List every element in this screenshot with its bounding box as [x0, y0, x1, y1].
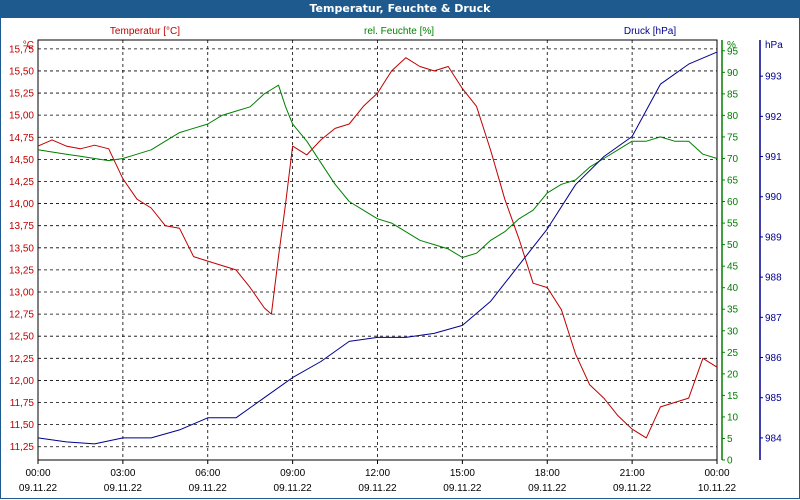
humidity-tick-label: 5	[727, 434, 733, 445]
x-tick-label-time: 00:00	[704, 468, 729, 479]
x-tick-label-date: 09.11.22	[189, 483, 228, 494]
temperature-tick-label: 13,50	[9, 243, 34, 254]
x-tick-label-date: 09.11.22	[274, 483, 313, 494]
x-tick-label-time: 12:00	[365, 468, 390, 479]
humidity-unit-label: %	[727, 40, 736, 51]
pressure-tick-label: 984	[765, 433, 782, 444]
temperature-tick-label: 14,25	[9, 177, 34, 188]
pressure-tick-label: 991	[765, 152, 782, 163]
x-tick-label-date: 09.11.22	[528, 483, 567, 494]
x-tick-label-date: 09.11.22	[358, 483, 397, 494]
pressure-tick-label: 985	[765, 393, 782, 404]
x-tick-label-date: 09.11.22	[613, 483, 652, 494]
humidity-tick-label: 60	[727, 197, 739, 208]
temperature-tick-label: 13,00	[9, 288, 34, 299]
x-tick-label-time: 06:00	[195, 468, 220, 479]
humidity-tick-label: 50	[727, 240, 739, 251]
humidity-tick-label: 55	[727, 219, 739, 230]
humidity-tick-label: 70	[727, 154, 739, 165]
x-tick-label-time: 03:00	[110, 468, 135, 479]
humidity-tick-label: 85	[727, 89, 739, 100]
temperature-tick-label: 15,25	[9, 89, 34, 100]
humidity-tick-label: 75	[727, 132, 739, 143]
humidity-axis-title: rel. Feuchte [%]	[364, 26, 434, 37]
x-tick-label-date: 09.11.22	[19, 483, 58, 494]
temperature-tick-label: 15,50	[9, 66, 34, 77]
series-line-pressure	[37, 51, 718, 445]
x-tick-label-date: 09.11.22	[443, 483, 482, 494]
temperature-axis-title: Temperatur [°C]	[110, 26, 180, 37]
humidity-tick-label: 45	[727, 262, 739, 273]
x-tick-label-date: 09.11.22	[104, 483, 143, 494]
humidity-tick-label: 15	[727, 391, 739, 402]
temperature-tick-label: 12,00	[9, 376, 34, 387]
temperature-tick-label: 13,75	[9, 221, 34, 232]
pressure-tick-label: 989	[765, 232, 782, 243]
temperature-tick-label: 13,25	[9, 265, 34, 276]
humidity-tick-label: 30	[727, 326, 739, 337]
temperature-tick-label: 11,50	[10, 420, 35, 431]
temperature-tick-label: 15,75	[9, 44, 34, 55]
pressure-tick-label: 986	[765, 353, 782, 364]
pressure-tick-label: 988	[765, 273, 782, 284]
humidity-tick-label: 65	[727, 176, 739, 187]
temperature-tick-label: 11,75	[10, 398, 35, 409]
humidity-tick-label: 80	[727, 111, 739, 122]
pressure-unit-label: hPa	[765, 40, 783, 51]
pressure-tick-label: 987	[765, 313, 782, 324]
humidity-tick-label: 90	[727, 68, 739, 79]
pressure-tick-label: 990	[765, 192, 782, 203]
pressure-tick-label: 993	[765, 72, 782, 83]
humidity-tick-label: 35	[727, 305, 739, 316]
temperature-tick-label: 14,50	[9, 155, 34, 166]
temperature-tick-label: 14,00	[9, 199, 34, 210]
x-tick-label-time: 21:00	[620, 468, 645, 479]
x-tick-label-date: 10.11.22	[698, 483, 737, 494]
humidity-tick-label: 20	[727, 369, 739, 380]
temperature-tick-label: 12,25	[9, 354, 34, 365]
temperature-unit-label: °C	[23, 40, 34, 51]
humidity-tick-label: 25	[727, 348, 739, 359]
humidity-tick-label: 10	[727, 412, 739, 423]
temperature-tick-label: 14,75	[9, 133, 34, 144]
x-tick-label-time: 00:00	[25, 468, 50, 479]
humidity-tick-label: 95	[727, 46, 739, 57]
temperature-tick-label: 12,50	[9, 332, 34, 343]
temperature-tick-label: 15,00	[9, 111, 34, 122]
window-title: Temperatur, Feuchte & Druck	[0, 0, 800, 18]
humidity-tick-label: 40	[727, 283, 739, 294]
temperature-tick-label: 11,25	[10, 442, 35, 453]
humidity-tick-label: 0	[727, 456, 733, 467]
x-tick-label-time: 18:00	[535, 468, 560, 479]
pressure-tick-label: 992	[765, 112, 782, 123]
temperature-tick-label: 12,75	[9, 310, 34, 321]
x-tick-label-time: 15:00	[450, 468, 475, 479]
x-tick-label-time: 09:00	[280, 468, 305, 479]
pressure-axis-title: Druck [hPa]	[624, 26, 676, 37]
series-line-temperature	[37, 57, 718, 439]
